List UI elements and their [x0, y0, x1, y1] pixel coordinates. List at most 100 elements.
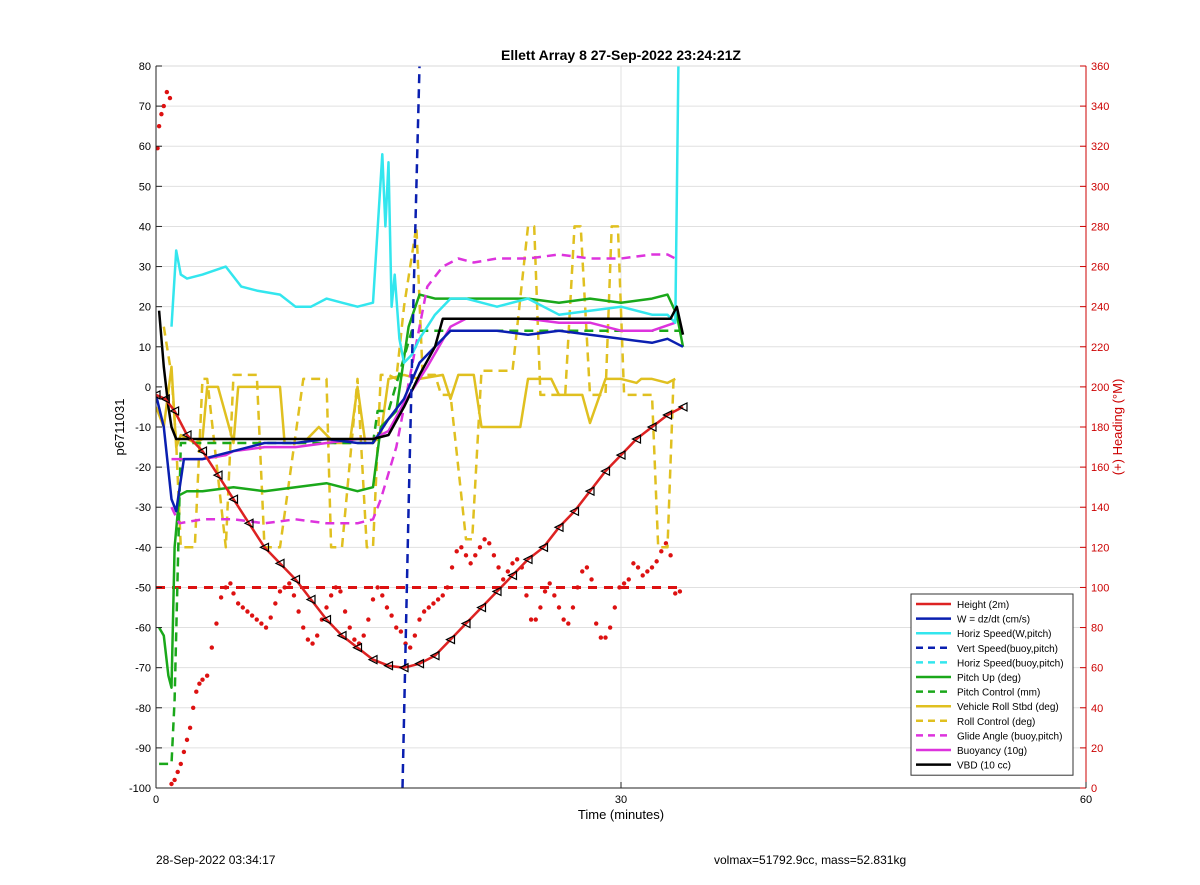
- height-marker: [522, 554, 533, 565]
- y-tick-label: 80: [139, 61, 151, 73]
- heading-point: [673, 591, 678, 596]
- height-marker: [259, 542, 270, 553]
- heading-point: [487, 541, 492, 546]
- y-tick-label: -60: [135, 623, 151, 635]
- heading-point: [566, 621, 571, 626]
- heading-point: [301, 625, 306, 630]
- series-line-10: [171, 317, 676, 461]
- heading-point: [626, 577, 631, 582]
- heading-point: [156, 123, 162, 129]
- heading-point: [249, 613, 255, 618]
- heading-point: [291, 593, 297, 598]
- legend-box: [910, 593, 1074, 776]
- heading-point: [231, 591, 236, 596]
- heading-point: [408, 645, 413, 650]
- heading-point: [635, 565, 641, 570]
- height-marker: [197, 446, 208, 457]
- y-tick-label: 70: [139, 101, 151, 113]
- heading-point: [245, 609, 250, 614]
- height-marker: [553, 522, 564, 533]
- heading-point: [282, 585, 287, 590]
- heading-point: [310, 641, 315, 646]
- y2-tick-label: 320: [1091, 141, 1109, 153]
- heading-point: [421, 609, 427, 614]
- height-marker: [538, 542, 549, 553]
- height-marker: [367, 654, 378, 665]
- heading-point: [333, 585, 338, 590]
- heading-point: [561, 617, 566, 622]
- height-marker: [274, 558, 285, 569]
- height-marker: [352, 642, 363, 653]
- height-marker: [321, 614, 332, 625]
- x-axis-label: Time (minutes): [578, 807, 664, 822]
- height-marker: [181, 430, 192, 440]
- legend-label: Pitch Control (mm): [957, 688, 1040, 699]
- y-tick-label: 30: [139, 262, 151, 274]
- heading-point: [187, 725, 193, 731]
- legend: Height (2m) W = dz/dt (cm/s) Horiz Speed(W…: [910, 593, 1074, 776]
- heading-point: [463, 553, 469, 558]
- heading-point: [677, 589, 683, 594]
- heading-point: [589, 577, 594, 582]
- y2-axis-label: (+) Heading (°M): [1110, 379, 1125, 476]
- height-marker: [305, 594, 316, 605]
- heading-point: [277, 589, 283, 594]
- heading-point: [412, 633, 418, 638]
- y-tick-label: 60: [139, 141, 151, 153]
- heading-point: [366, 617, 371, 622]
- y-axis-label: p6711031: [112, 399, 127, 456]
- y2-tick-label: 140: [1091, 502, 1109, 514]
- height-marker: [569, 506, 580, 517]
- heading-point: [305, 637, 311, 642]
- heading-point: [352, 637, 357, 642]
- heading-point: [342, 609, 348, 614]
- heading-point: [640, 573, 645, 578]
- y-tick-label: 20: [139, 302, 151, 314]
- height-marker: [169, 405, 180, 416]
- legend-label: Pitch Up (deg): [957, 673, 1021, 684]
- heading-point: [394, 625, 399, 630]
- heading-point: [164, 89, 170, 95]
- heading-point: [375, 585, 380, 590]
- heading-point: [181, 749, 187, 755]
- x-tick-label: 60: [1080, 794, 1092, 806]
- footer-timestamp: 28-Sep-2022 03:34:17: [156, 853, 276, 867]
- heading-point: [263, 625, 269, 630]
- series-line-1: [156, 329, 684, 513]
- heading-point: [384, 605, 390, 610]
- height-marker: [383, 660, 394, 671]
- y2-tick-label: 200: [1091, 382, 1109, 394]
- heading-point: [426, 605, 431, 610]
- heading-point: [328, 593, 334, 598]
- heading-point: [156, 146, 160, 151]
- legend-label: VBD (10 cc): [957, 761, 1011, 772]
- heading-point: [431, 601, 436, 606]
- heading-point: [172, 777, 177, 783]
- legend-label: Vert Speed(buoy,pitch): [957, 644, 1058, 655]
- height-marker: [156, 389, 161, 400]
- series-line-2: [170, 66, 680, 365]
- heading-point: [514, 557, 520, 562]
- heading-point: [603, 635, 608, 640]
- heading-point: [454, 549, 459, 554]
- heading-point: [178, 761, 183, 767]
- axes: -100-90-80-70-60-50-40-30-20-10010203040…: [129, 61, 1109, 806]
- heading-point: [482, 537, 487, 542]
- y2-tick-label: 280: [1091, 221, 1109, 233]
- heading-point: [338, 589, 343, 594]
- y-tick-label: -50: [135, 582, 151, 594]
- heading-point: [631, 561, 636, 566]
- heading-series: [156, 89, 683, 787]
- y-tick-label: -90: [135, 743, 151, 755]
- heading-point: [594, 621, 599, 626]
- heading-point: [194, 689, 199, 694]
- legend-label: Roll Control (deg): [957, 717, 1035, 728]
- heading-point: [184, 737, 190, 743]
- y2-tick-label: 220: [1091, 342, 1109, 354]
- heading-point: [380, 593, 385, 598]
- heading-point: [240, 605, 245, 610]
- heading-point: [161, 103, 166, 109]
- heading-point: [505, 569, 511, 574]
- heading-point: [417, 617, 422, 622]
